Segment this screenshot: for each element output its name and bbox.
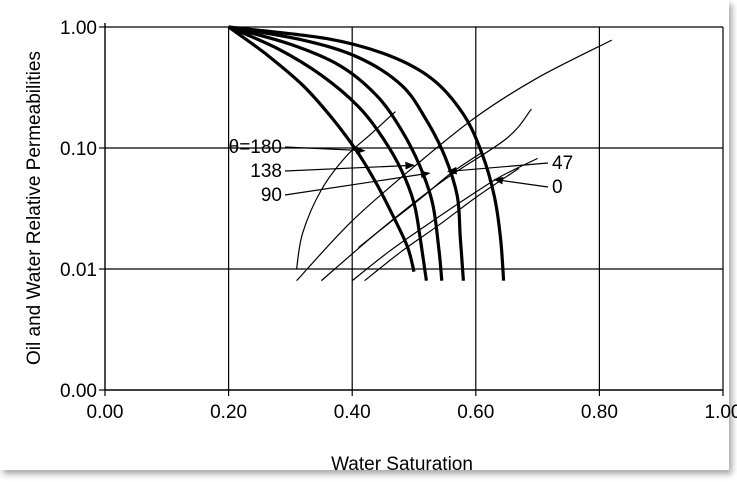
angle-arrow-90 bbox=[284, 170, 431, 196]
axes bbox=[99, 23, 724, 396]
chart-card bbox=[0, 0, 729, 470]
angle-label-47: 47 bbox=[552, 153, 573, 174]
y-tick-label: 1.00 bbox=[60, 18, 97, 39]
y-tick-label: 0.01 bbox=[60, 260, 97, 281]
water-curves bbox=[296, 39, 613, 282]
y-tick-label: 0.00 bbox=[60, 381, 97, 402]
angle-label-180: θ=180 bbox=[229, 137, 282, 158]
x-tick-label: 0.20 bbox=[210, 402, 247, 423]
angle-arrow-0 bbox=[493, 176, 549, 188]
water-curve-90 bbox=[320, 108, 532, 282]
y-tick-label: 0.10 bbox=[60, 139, 97, 160]
x-tick-label: 0.40 bbox=[334, 402, 371, 423]
x-tick-label: 0.00 bbox=[87, 402, 124, 423]
y-axis-label: Oil and Water Relative Permeabilities bbox=[24, 51, 45, 365]
angle-arrow-138 bbox=[284, 161, 415, 172]
angle-arrow-180 bbox=[284, 146, 366, 155]
oil-curve-138 bbox=[227, 25, 428, 281]
oil-curve-0 bbox=[228, 25, 506, 281]
oil-curve-90 bbox=[228, 25, 444, 281]
angle-label-0: 0 bbox=[552, 177, 563, 198]
x-tick-label: 1.00 bbox=[705, 402, 737, 423]
annotations: θ=180 138 90 47 0 bbox=[229, 137, 574, 206]
oil-curve-47 bbox=[228, 25, 465, 281]
water-curve-0 bbox=[364, 167, 520, 282]
x-tick-label: 0.80 bbox=[581, 402, 618, 423]
angle-label-90: 90 bbox=[261, 185, 282, 206]
x-axis-label: Water Saturation bbox=[331, 454, 473, 475]
water-curve-138 bbox=[296, 39, 613, 282]
water-curve-47 bbox=[358, 151, 483, 249]
label-arrows bbox=[284, 146, 549, 196]
angle-arrow-47 bbox=[447, 162, 549, 175]
water-curve-180 bbox=[296, 111, 396, 270]
angle-label-138: 138 bbox=[250, 161, 282, 182]
tick-labels: 0.00 0.20 0.40 0.60 0.80 1.00 0.00 0.01 0.10 1.00 bbox=[60, 18, 737, 423]
water-curve-extra bbox=[351, 157, 538, 282]
x-tick-label: 0.60 bbox=[457, 402, 494, 423]
